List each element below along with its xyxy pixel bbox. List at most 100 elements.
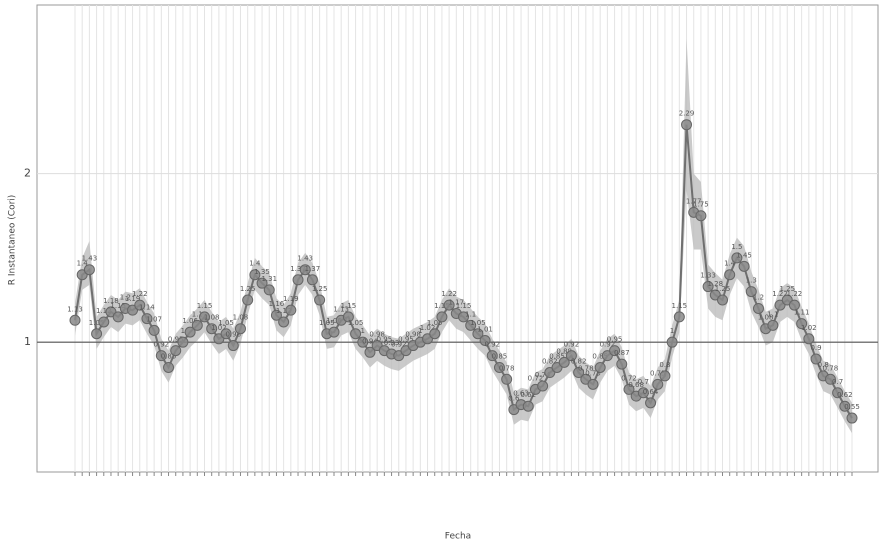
value-label: 0.78 xyxy=(499,364,515,372)
point xyxy=(299,264,311,276)
value-label: 0.95 xyxy=(398,336,414,344)
point xyxy=(724,269,736,281)
point xyxy=(745,286,757,298)
y-tick-label: 1 xyxy=(24,335,31,348)
value-label: 1.22 xyxy=(787,290,803,298)
point xyxy=(702,281,714,293)
value-label: 1.22 xyxy=(772,290,788,298)
point xyxy=(227,340,239,352)
value-label: 1.01 xyxy=(477,325,493,333)
value-label: 1.77 xyxy=(686,197,702,205)
point xyxy=(177,336,189,348)
value-label: 0.95 xyxy=(168,336,184,344)
point xyxy=(738,260,750,272)
value-label: 1.1 xyxy=(767,310,778,318)
point xyxy=(666,336,678,348)
x-axis-label: Fecha xyxy=(445,532,471,542)
point xyxy=(832,387,844,399)
point xyxy=(112,311,124,323)
value-label: 1.11 xyxy=(794,309,810,317)
value-label: 1.06 xyxy=(326,317,342,325)
point xyxy=(285,304,297,316)
value-label: 1.12 xyxy=(96,307,112,315)
point xyxy=(134,299,146,311)
value-label: 0.85 xyxy=(549,352,565,360)
value-label: 1.2 xyxy=(753,293,764,301)
value-label: 1.13 xyxy=(333,305,349,313)
value-label: 0.7 xyxy=(638,378,649,386)
value-label: 0.82 xyxy=(542,358,558,366)
point xyxy=(767,319,779,331)
point xyxy=(155,350,167,362)
value-label: 1.15 xyxy=(110,302,126,310)
value-label: 1.22 xyxy=(132,290,148,298)
value-label: 0.88 xyxy=(556,347,572,355)
point xyxy=(587,378,599,390)
value-label: 0.75 xyxy=(650,369,666,377)
value-label: 1.19 xyxy=(283,295,299,303)
value-label: 1.31 xyxy=(261,275,277,283)
value-label: 1.1 xyxy=(465,310,476,318)
point xyxy=(493,361,505,373)
value-label: 0.92 xyxy=(564,341,580,349)
point xyxy=(436,311,448,323)
point xyxy=(695,210,707,222)
point xyxy=(443,299,455,311)
point xyxy=(249,269,261,281)
value-label: 0.6 xyxy=(508,395,520,403)
point xyxy=(824,373,836,385)
point xyxy=(220,328,232,340)
value-label: 1.08 xyxy=(758,314,774,322)
point xyxy=(846,412,858,424)
value-label: 1.4 xyxy=(724,260,736,268)
value-label: 0.82 xyxy=(571,358,587,366)
value-label: 0.74 xyxy=(535,371,551,379)
value-label: 1.05 xyxy=(470,319,486,327)
point xyxy=(206,323,218,335)
point xyxy=(306,274,318,286)
value-label: 1.05 xyxy=(319,319,335,327)
point xyxy=(731,252,743,264)
value-label: 1.08 xyxy=(233,314,249,322)
value-label: 1 xyxy=(181,327,185,335)
point xyxy=(429,328,441,340)
value-label: 1.2 xyxy=(120,293,131,301)
plot-area xyxy=(36,4,879,473)
point xyxy=(163,361,175,373)
point xyxy=(242,294,254,306)
value-label: 1.75 xyxy=(693,201,709,209)
value-label: 1.4 xyxy=(249,260,261,268)
point xyxy=(616,358,628,370)
point xyxy=(594,361,606,373)
value-label: 0.92 xyxy=(391,341,407,349)
value-label: 0.7 xyxy=(832,378,843,386)
point xyxy=(652,378,664,390)
value-label: 1.13 xyxy=(67,305,83,313)
value-label: 0.92 xyxy=(154,341,170,349)
point xyxy=(191,319,203,331)
point xyxy=(472,328,484,340)
value-label: 0.94 xyxy=(362,337,378,345)
point xyxy=(184,326,196,338)
value-label: 1.14 xyxy=(139,304,155,312)
point xyxy=(803,333,815,345)
point xyxy=(623,383,635,395)
value-label: 0.8 xyxy=(818,361,829,369)
point xyxy=(141,313,153,325)
y-axis-label: R Instantaneo (Cori) xyxy=(8,195,18,286)
point xyxy=(278,316,290,328)
point xyxy=(558,356,570,368)
value-label: 1 xyxy=(670,327,674,335)
value-label: 1.15 xyxy=(672,302,688,310)
value-label: 1.25 xyxy=(240,285,256,293)
value-label: 1.37 xyxy=(305,265,321,273)
value-label: 0.78 xyxy=(823,364,839,372)
value-label: 1.02 xyxy=(801,324,817,332)
point xyxy=(796,318,808,330)
value-label: 1.28 xyxy=(708,280,724,288)
value-label: 1.35 xyxy=(254,268,270,276)
value-label: 1.07 xyxy=(146,315,162,323)
point xyxy=(364,346,376,358)
value-label: 1.25 xyxy=(779,285,795,293)
